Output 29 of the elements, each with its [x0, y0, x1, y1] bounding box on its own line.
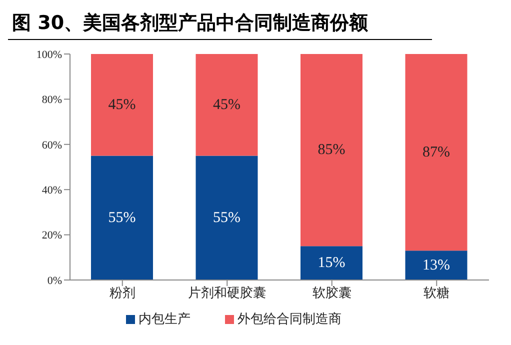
y-tick-label: 80% [42, 94, 62, 106]
x-tick-label: 软糖 [424, 285, 450, 300]
data-label: 55% [108, 210, 136, 226]
data-label: 55% [213, 210, 240, 226]
y-tick-label: 0% [47, 274, 62, 287]
x-tick-label: 粉剂 [109, 285, 136, 300]
bar [300, 246, 362, 280]
x-tick-label: 软胶囊 [312, 285, 352, 300]
legend-label: 内包生产 [138, 312, 190, 327]
data-label: 87% [422, 144, 450, 160]
bar [300, 54, 362, 246]
bar [196, 54, 258, 156]
chart-title: 图 30、美国各剂型产品中合同制造商份额 [8, 8, 432, 40]
y-tick-label: 40% [42, 184, 62, 197]
data-label: 85% [318, 142, 346, 158]
bar [91, 54, 153, 156]
y-tick-label: 60% [42, 139, 62, 152]
legend-label: 外包给合同制造商 [238, 312, 342, 327]
data-label: 15% [318, 255, 346, 272]
x-tick-label: 片剂和硬胶囊 [188, 285, 266, 300]
bar [405, 250, 468, 280]
bar [405, 54, 468, 251]
data-label: 45% [213, 96, 240, 113]
y-tick-label: 100% [36, 48, 62, 61]
bar [196, 156, 258, 280]
data-label: 45% [108, 96, 136, 113]
data-label: 13% [422, 257, 450, 274]
bar [91, 156, 153, 280]
y-tick-label: 20% [42, 230, 62, 242]
